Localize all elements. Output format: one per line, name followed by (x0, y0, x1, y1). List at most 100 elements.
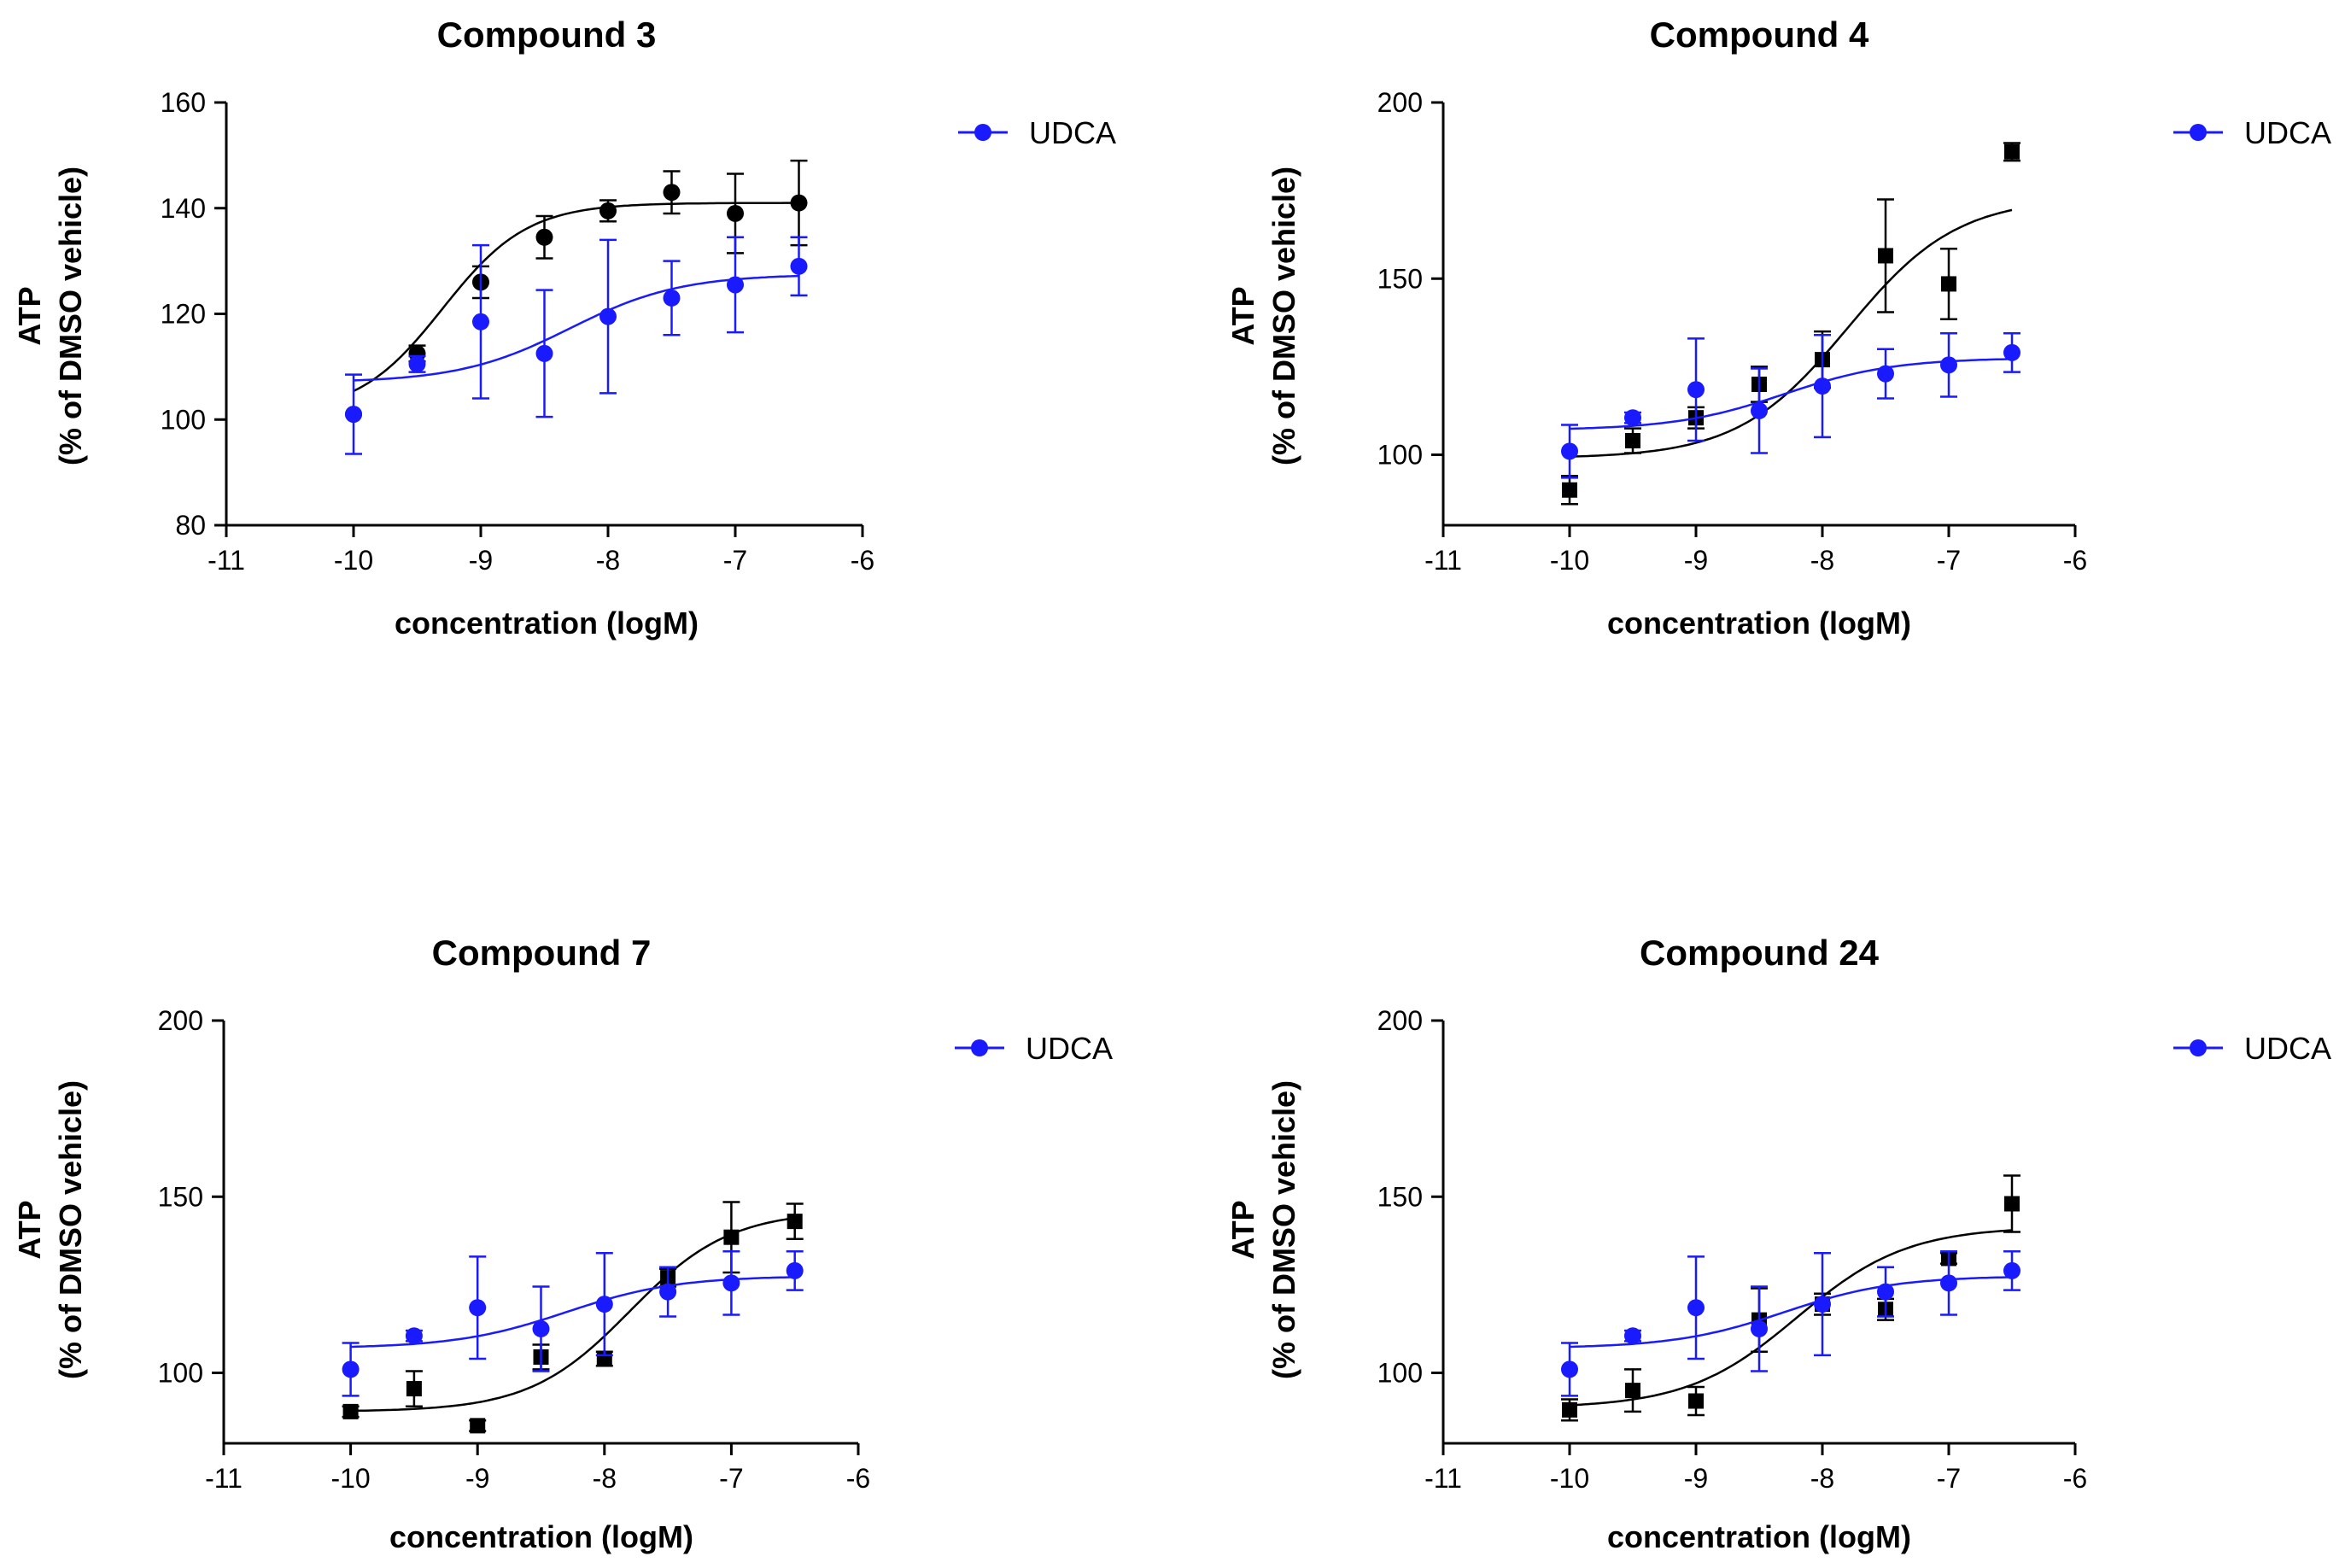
y-axis-label-line2: (% of DMSO vehicle) (1266, 1080, 1301, 1379)
legend-label: UDCA (2244, 1031, 2331, 1066)
x-tick-label: -10 (1550, 545, 1589, 576)
data-point-udca (345, 406, 362, 424)
x-axis-label: concentration (logM) (1607, 1519, 1911, 1554)
fit-curve-udca (353, 274, 799, 382)
x-tick-label: -7 (719, 1463, 743, 1494)
data-point-compound (1562, 1401, 1577, 1418)
x-tick-label: -8 (1810, 545, 1834, 576)
legend: UDCA (2173, 115, 2331, 150)
data-point-udca (727, 276, 744, 294)
data-point-udca (1687, 1299, 1705, 1317)
data-point-udca (599, 307, 617, 325)
panel-compound-3: Compound 3 ATP (% of DMSO vehicle) conce… (12, 15, 1116, 641)
panel-compound-7: Compound 7 ATP (% of DMSO vehicle) conce… (12, 933, 1113, 1554)
x-axis-label: concentration (logM) (389, 1519, 693, 1554)
data-point-udca (1877, 1283, 1894, 1301)
y-axis-label-line2: (% of DMSO vehicle) (53, 167, 88, 465)
data-point-udca (472, 313, 489, 331)
data-point-udca (2003, 1261, 2020, 1279)
y-tick-label: 120 (161, 299, 206, 330)
x-tick-label: -7 (723, 545, 747, 576)
data-point-compound (790, 194, 808, 212)
data-point-udca (1624, 409, 1641, 427)
plot-area: -11 -10 -9 -8 -7 -6 100 150 200 (158, 1005, 871, 1494)
data-point-compound (406, 1381, 422, 1397)
data-point-compound (787, 1214, 803, 1230)
legend-marker (2190, 1039, 2207, 1056)
x-axis-label: concentration (logM) (395, 606, 699, 641)
legend-label: UDCA (1026, 1031, 1113, 1066)
y-tick-label: 100 (158, 1358, 203, 1389)
chart-title: Compound 4 (1650, 15, 1869, 55)
data-point-udca (469, 1299, 487, 1317)
x-tick-label: -9 (1684, 1463, 1708, 1494)
y-tick-label: 200 (158, 1005, 203, 1036)
x-tick-label: -11 (205, 1463, 243, 1494)
chart-title: Compound 3 (437, 15, 657, 55)
data-point-compound (1625, 433, 1640, 448)
y-tick-label: 150 (1377, 1181, 1423, 1212)
data-point-udca (2003, 343, 2020, 361)
y-tick-label: 150 (1377, 263, 1423, 294)
y-tick-label: 160 (161, 87, 206, 118)
plot-area: -11 -10 -9 -8 -7 -6 100 150 200 (1377, 87, 2088, 576)
y-tick-label: 200 (1377, 1005, 1423, 1036)
x-tick-label: -11 (208, 545, 245, 576)
data-point-compound (663, 184, 681, 202)
x-tick-label: -6 (851, 545, 874, 576)
x-tick-label: -7 (1937, 545, 1961, 576)
data-point-udca (1561, 442, 1578, 460)
x-tick-label: -8 (593, 1463, 617, 1494)
data-point-compound (1941, 276, 1956, 292)
data-point-compound (1878, 248, 1893, 264)
data-point-udca (790, 257, 808, 275)
legend-marker (974, 124, 991, 141)
chart-title: Compound 24 (1640, 933, 1880, 973)
data-point-compound (599, 202, 617, 219)
data-point-udca (1624, 1327, 1641, 1345)
data-point-udca (786, 1261, 804, 1279)
y-tick-label: 150 (158, 1181, 203, 1212)
data-point-udca (1561, 1360, 1578, 1378)
legend-marker (2190, 124, 2207, 141)
data-point-udca (1877, 365, 1894, 383)
y-tick-label: 200 (1377, 87, 1423, 118)
plot-area: -11 -10 -9 -8 -7 -6 80 100 120 140 160 (161, 87, 875, 576)
y-axis-label-line2: (% of DMSO vehicle) (53, 1080, 88, 1379)
fit-curve-udca (1569, 358, 2013, 430)
data-point-udca (1940, 356, 1957, 374)
data-point-udca (532, 1319, 550, 1337)
x-tick-label: -6 (2063, 1463, 2087, 1494)
y-tick-label: 100 (1377, 440, 1423, 471)
x-tick-label: -8 (596, 545, 620, 576)
x-tick-label: -11 (1424, 545, 1462, 576)
data-point-compound (2004, 1196, 2020, 1212)
x-tick-label: -9 (465, 1463, 489, 1494)
x-tick-label: -6 (2063, 545, 2087, 576)
legend-label: UDCA (1029, 115, 1116, 150)
data-point-udca (1814, 1296, 1831, 1313)
legend: UDCA (2173, 1031, 2331, 1066)
y-tick-label: 80 (175, 510, 206, 541)
data-point-udca (1687, 381, 1705, 399)
data-point-compound (1562, 482, 1577, 498)
legend-marker (971, 1039, 988, 1056)
fit-curve-compound (1569, 1229, 2013, 1407)
x-tick-label: -6 (846, 1463, 870, 1494)
x-tick-label: -9 (469, 545, 493, 576)
data-point-udca (659, 1283, 677, 1301)
data-point-udca (1940, 1274, 1957, 1292)
data-point-compound (342, 1403, 359, 1419)
y-axis-label-line1: ATP (1225, 1200, 1260, 1259)
x-tick-label: -9 (1684, 545, 1708, 576)
panel-compound-4: Compound 4 ATP (% of DMSO vehicle) conce… (1225, 15, 2331, 641)
legend: UDCA (958, 115, 1116, 150)
data-point-udca (342, 1360, 360, 1378)
x-tick-label: -11 (1424, 1463, 1462, 1494)
x-tick-label: -10 (330, 1463, 370, 1494)
data-point-compound (470, 1418, 486, 1434)
data-point-udca (595, 1296, 613, 1313)
data-point-udca (722, 1274, 740, 1292)
x-tick-label: -10 (1550, 1463, 1589, 1494)
